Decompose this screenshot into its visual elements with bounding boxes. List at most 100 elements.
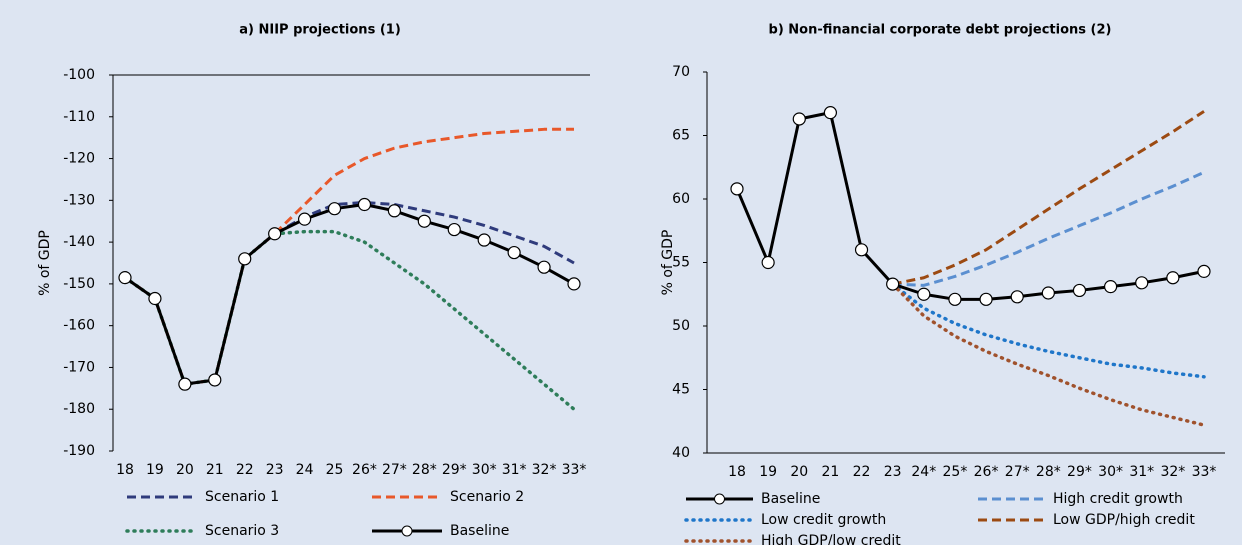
marker (1072, 283, 1087, 298)
x-tick-label: 25* (943, 464, 968, 480)
y-tick-label: 45 (672, 382, 690, 398)
marker (537, 260, 551, 274)
legend-marker (401, 525, 413, 537)
x-tick-label: 29* (1067, 464, 1092, 480)
series-line (892, 110, 1205, 286)
marker (854, 243, 869, 257)
y-tick-label: 40 (672, 445, 690, 461)
marker (477, 233, 491, 247)
y-tick-label: -190 (63, 443, 95, 459)
x-tick-label: 23 (884, 464, 902, 480)
marker (886, 277, 900, 291)
x-tick-label: 24 (296, 462, 314, 478)
legend-label: Low GDP/high credit (1053, 512, 1195, 528)
marker (761, 255, 775, 270)
x-tick-label: 21 (821, 464, 839, 480)
marker (417, 214, 431, 228)
marker (208, 373, 222, 387)
series-line (892, 170, 1205, 287)
marker (792, 112, 806, 126)
y-tick-label: 65 (672, 128, 690, 144)
marker (979, 292, 993, 306)
series-line (735, 111, 1205, 301)
x-tick-label: 18 (116, 462, 134, 478)
chart-title: b) Non-financial corporate debt projecti… (769, 23, 1112, 38)
x-tick-label: 22 (236, 462, 254, 478)
series-line (124, 200, 575, 386)
legend-label: Baseline (761, 491, 820, 507)
x-tick-label: 31* (502, 462, 527, 478)
series-line (890, 282, 1206, 427)
marker (387, 204, 401, 218)
chart-title: a) NIIP projections (1) (239, 23, 401, 38)
marker (1010, 290, 1024, 304)
x-tick-label: 33* (1192, 464, 1217, 480)
x-tick-label: 32* (1160, 464, 1185, 480)
x-tick-label: 27* (1005, 464, 1030, 480)
x-tick-label: 23 (266, 462, 284, 478)
legend-label: High GDP/low credit (761, 533, 901, 545)
x-tick-label: 30* (1098, 464, 1123, 480)
marker (1135, 276, 1149, 290)
legend-label: Scenario 1 (205, 489, 279, 505)
x-tick-label: 31* (1129, 464, 1154, 480)
y-tick-label: 50 (672, 318, 690, 334)
x-tick-label: 29* (442, 462, 467, 478)
legend-label: Low credit growth (761, 512, 886, 528)
x-tick-label: 20 (790, 464, 808, 480)
y-tick-label: -150 (63, 276, 95, 292)
x-tick-label: 20 (176, 462, 194, 478)
marker (447, 222, 461, 237)
marker (1103, 280, 1118, 294)
x-tick-label: 24* (911, 464, 936, 480)
marker (507, 245, 521, 260)
marker (178, 377, 192, 391)
legend-label: High credit growth (1053, 491, 1183, 507)
y-tick-label: -110 (63, 109, 95, 125)
marker (917, 287, 931, 301)
marker (298, 212, 312, 226)
y-tick-label: -140 (63, 234, 95, 250)
x-tick-label: 30* (472, 462, 497, 478)
y-tick-label: 70 (672, 64, 690, 80)
y-tick-label: 60 (672, 191, 690, 207)
x-tick-label: 32* (532, 462, 557, 478)
legend-marker (714, 493, 725, 505)
series-line (124, 203, 575, 386)
marker (1197, 264, 1211, 278)
marker (1041, 286, 1055, 300)
legend-label: Scenario 2 (450, 489, 524, 505)
x-tick-label: 27* (382, 462, 407, 478)
x-tick-label: 21 (206, 462, 224, 478)
y-tick-label: -100 (63, 67, 95, 83)
y-axis-label: % of GDP (37, 230, 53, 296)
x-tick-label: 19 (146, 462, 164, 478)
legend-label: Baseline (450, 523, 509, 539)
x-tick-label: 19 (759, 464, 777, 480)
legend-label: Scenario 3 (205, 523, 279, 539)
x-tick-label: 26* (352, 462, 377, 478)
x-tick-label: 28* (412, 462, 437, 478)
marker (118, 271, 132, 285)
y-tick-label: -120 (63, 151, 95, 167)
marker (730, 182, 744, 196)
marker (148, 291, 162, 306)
series-line (124, 127, 574, 386)
marker (357, 197, 372, 212)
x-tick-label: 22 (853, 464, 871, 480)
marker (327, 202, 342, 216)
marker (238, 252, 252, 266)
x-tick-label: 25 (326, 462, 344, 478)
marker (1166, 271, 1180, 285)
x-tick-label: 26* (974, 464, 999, 480)
y-tick-label: -130 (63, 192, 95, 208)
marker (948, 292, 962, 306)
marker (823, 106, 838, 120)
y-tick-label: 55 (672, 255, 690, 271)
y-tick-label: -180 (63, 401, 95, 417)
x-tick-label: 33* (562, 462, 587, 478)
marker (268, 227, 282, 241)
y-axis-label: % of GDP (660, 230, 676, 296)
